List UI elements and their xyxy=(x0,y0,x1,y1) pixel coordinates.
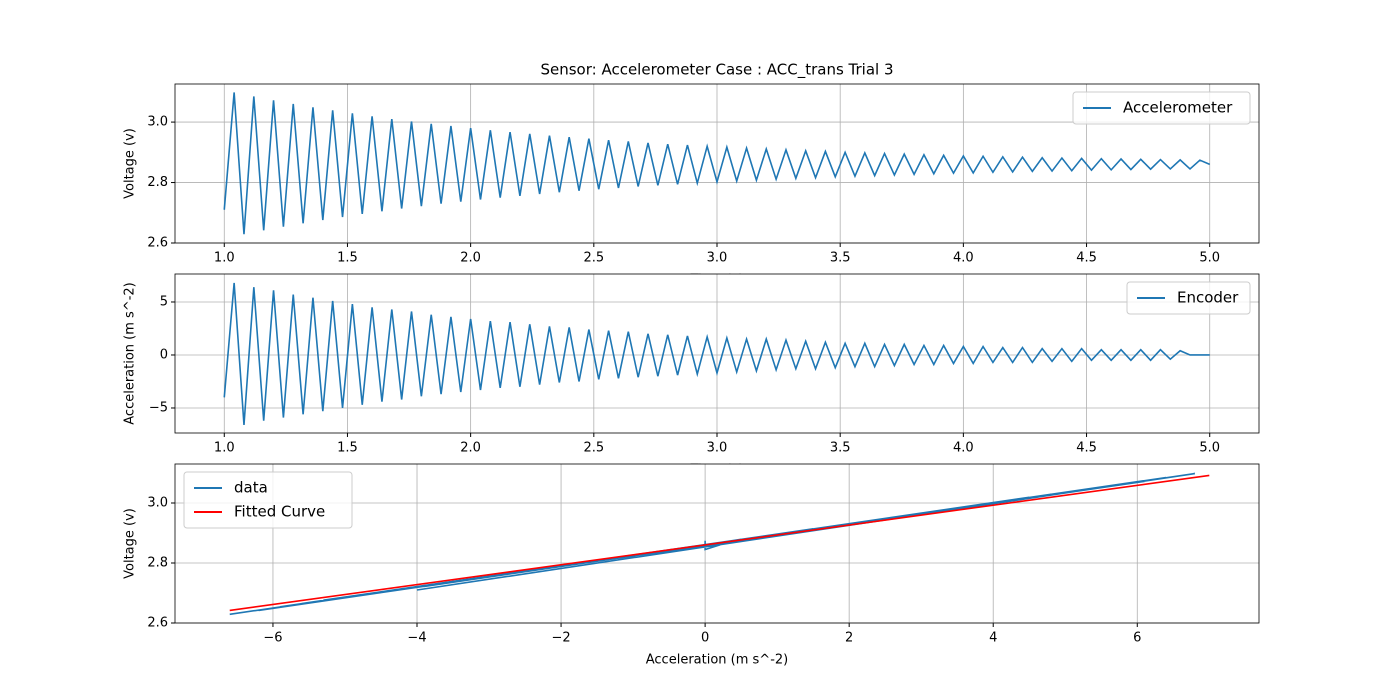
x-tick-label: 0 xyxy=(701,631,709,646)
x-tick-label: 3.0 xyxy=(707,251,728,266)
x-tick-label: 3.5 xyxy=(830,251,851,266)
x-axis-label: Acceleration (m s^-2) xyxy=(646,653,788,668)
x-tick-label: 6 xyxy=(1133,631,1141,646)
legend-box xyxy=(1126,281,1251,315)
y-tick-label: 2.6 xyxy=(147,616,168,631)
x-tick-label: 4.0 xyxy=(953,251,974,266)
x-tick-label: 4.5 xyxy=(1076,441,1097,456)
y-axis-label: Voltage (v) xyxy=(123,508,138,579)
x-tick-label: 4.5 xyxy=(1076,251,1097,266)
y-tick-label: 3.0 xyxy=(147,496,168,511)
x-tick-label: 2.5 xyxy=(583,251,604,266)
x-tick-label: 4 xyxy=(989,631,997,646)
legend: data Fitted Curve xyxy=(183,471,353,529)
x-tick-label: 1.0 xyxy=(214,441,235,456)
data-line xyxy=(223,92,1211,235)
x-tick-label: 3.5 xyxy=(830,441,851,456)
data-line xyxy=(223,282,1210,425)
data-line xyxy=(229,474,1210,612)
legend-box xyxy=(183,471,353,529)
legend-box xyxy=(1072,91,1251,125)
y-tick-label: 2.8 xyxy=(147,175,168,190)
y-tick-label: 0 xyxy=(160,347,168,362)
x-tick-label: 1.5 xyxy=(337,441,358,456)
x-tick-label: −4 xyxy=(407,631,426,646)
legend-label: Encoder xyxy=(1177,289,1239,307)
axes-frame xyxy=(174,273,1260,434)
y-tick-label: 2.8 xyxy=(147,556,168,571)
x-tick-label: 2.0 xyxy=(460,441,481,456)
subplot: 1.01.52.02.53.03.54.04.55.0−505Time (s)A… xyxy=(123,273,1260,478)
x-tick-label: −6 xyxy=(263,631,282,646)
x-tick-label: 5.0 xyxy=(1199,441,1220,456)
x-tick-label: 4.0 xyxy=(953,441,974,456)
legend-label: Fitted Curve xyxy=(234,503,325,521)
axes-frame xyxy=(174,83,1260,244)
plot-area xyxy=(223,282,1210,425)
plot-area xyxy=(229,472,1210,616)
legend: Encoder xyxy=(1126,281,1251,315)
y-tick-label: −5 xyxy=(149,400,168,415)
chart-title: Sensor: Accelerometer Case : ACC_trans T… xyxy=(540,61,893,80)
x-tick-label: 5.0 xyxy=(1199,251,1220,266)
legend: Accelerometer xyxy=(1072,91,1251,125)
plot-area xyxy=(223,92,1211,235)
x-tick-label: 1.0 xyxy=(214,251,235,266)
x-tick-label: 3.0 xyxy=(707,441,728,456)
x-tick-label: 1.5 xyxy=(337,251,358,266)
y-tick-label: 5 xyxy=(160,294,168,309)
axes-frame xyxy=(174,463,1260,624)
subplot: −6 −4 −2 0 2 4 6 2.6 2.8 3.0 Acceleration (m s^-2)… xyxy=(123,463,1260,668)
y-tick-label: 2.6 xyxy=(147,236,168,251)
legend-label: Accelerometer xyxy=(1123,99,1233,117)
x-tick-label: 2.5 xyxy=(583,441,604,456)
x-tick-label: 2.0 xyxy=(460,251,481,266)
y-tick-label: 3.0 xyxy=(147,115,168,130)
legend-label: data xyxy=(234,479,268,497)
x-tick-label: −2 xyxy=(551,631,570,646)
y-axis-label: Acceleration (m s^-2) xyxy=(123,282,138,424)
x-tick-label: 2 xyxy=(845,631,853,646)
y-axis-label: Voltage (v) xyxy=(123,128,138,199)
